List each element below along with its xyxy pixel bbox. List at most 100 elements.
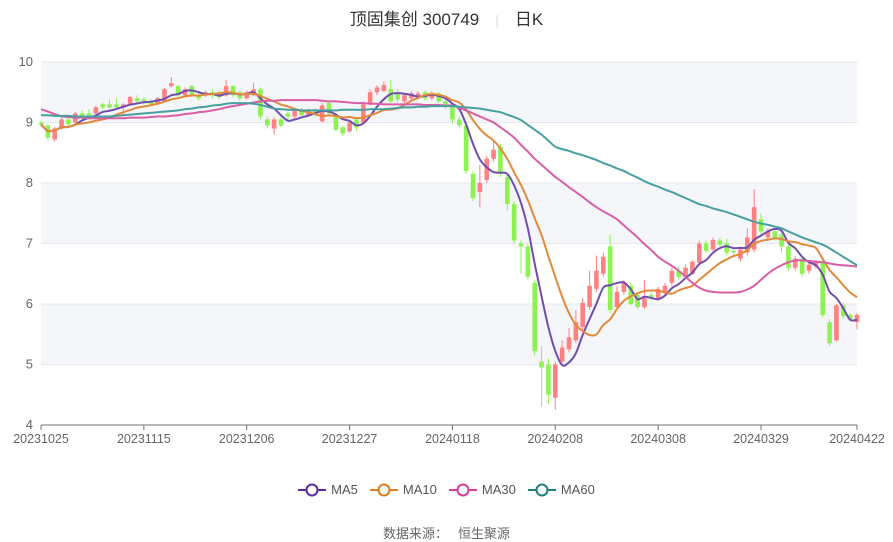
candle-body [463,125,469,171]
candle-body [546,364,551,395]
grid-band [41,243,857,304]
candle-up [477,164,483,208]
candle-body [223,86,229,96]
candle-body [182,89,188,96]
candle-up [347,120,352,133]
candle-body [141,99,147,102]
legend: MA5 MA10 MA30 MA60 [0,482,893,497]
candle-down [786,243,791,271]
candle-body [319,105,325,122]
candle-up [168,77,174,88]
candle-body [758,219,764,232]
legend-item-ma5[interactable]: MA5 [298,482,358,497]
candle-body [456,119,462,126]
legend-label: MA10 [402,482,437,497]
candle-body [333,116,339,130]
candle-down [470,170,476,202]
candle-body [395,92,400,100]
candle-body [696,243,702,263]
candle-down [100,102,106,110]
candle-body [292,110,298,117]
legend-item-ma10[interactable]: MA10 [369,482,437,497]
candle-body [285,113,291,117]
candle-body [264,119,270,126]
candle-body [614,291,620,308]
candle-body [278,119,284,126]
candle-body [559,347,565,362]
candle-down [511,201,517,244]
candle-up [834,304,839,342]
x-tick-label: 20240329 [733,432,789,446]
candle-down [395,89,400,103]
candle-body [388,89,394,102]
candlestick-chart: 4 5 6 7 8 9 10 20231025 20231115 20231206 20231227… [13,54,885,446]
candle-up [484,155,490,183]
candle-body [244,92,250,99]
candle-body [573,322,579,341]
candle-body [772,231,778,238]
candle-up [573,310,579,344]
candle-body [100,104,106,108]
candle-up [696,240,702,265]
candle-body [820,261,826,315]
candle-up [381,81,387,93]
legend-label: MA30 [481,482,516,497]
x-tick-label: 20240422 [829,432,885,446]
candle-up [600,252,606,277]
candle-body [38,122,44,125]
candle-body [710,239,716,250]
candle-down [285,111,291,120]
candle-up [806,261,812,274]
candle-down [258,87,263,120]
candle-down [703,240,709,253]
x-tick-label: 20240208 [527,432,583,446]
candle-body [114,104,119,108]
candle-down [635,291,640,309]
candle-body [580,302,586,327]
candle-body [450,105,455,120]
candle-body [518,243,524,247]
legend-item-ma60[interactable]: MA60 [527,482,595,497]
candle-up [93,105,99,116]
candle-down [518,240,524,274]
grid-band [41,304,857,365]
candle-up [614,285,620,309]
candle-up [594,255,599,292]
candle-body [498,146,503,174]
candle-up [566,328,572,353]
candle-body [511,204,517,241]
candle-down [539,346,544,407]
candle-body [525,246,531,277]
candle-body [415,93,421,98]
candle-body [299,110,304,116]
candle-body [717,240,723,245]
legend-item-ma30[interactable]: MA30 [448,482,516,497]
candle-body [847,314,853,320]
candle-body [703,243,709,251]
y-tick-label: 4 [26,417,33,432]
candle-body [655,288,661,298]
candle-down [628,282,634,306]
candle-down [827,319,832,347]
candle-body [628,285,634,304]
candle-body [552,364,558,398]
candle-body [621,282,627,292]
candle-down [264,116,270,129]
candle-up [559,340,565,365]
x-tick-label: 20231115 [117,432,171,446]
candle-body [731,250,736,253]
candle-up [319,103,325,123]
legend-label: MA5 [331,482,358,497]
chart-title: 顶固集创 300749 | 日K [0,5,893,30]
stock-name: 顶固集创 300749 [349,10,480,29]
candle-down [525,243,531,280]
line-ma10 [40,91,858,337]
candle-body [799,258,805,274]
candle-up [402,93,407,104]
y-tick-label: 7 [26,236,33,251]
candle-body [669,270,675,283]
candle-body [360,104,366,123]
candle-body [175,86,181,96]
candle-body [690,261,695,274]
candle-down [333,115,339,132]
